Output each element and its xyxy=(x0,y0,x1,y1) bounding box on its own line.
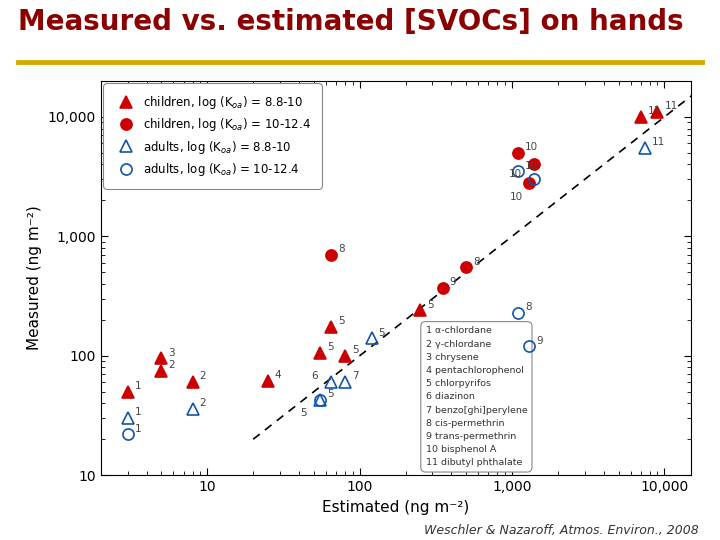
Text: 11: 11 xyxy=(652,137,665,147)
Text: 5: 5 xyxy=(427,300,434,309)
Text: 9: 9 xyxy=(449,277,456,287)
Text: 6: 6 xyxy=(312,372,318,381)
Text: 2: 2 xyxy=(199,398,206,408)
Text: 10: 10 xyxy=(509,168,523,179)
Text: 1: 1 xyxy=(135,408,141,417)
Text: 5: 5 xyxy=(338,316,345,326)
Text: 8: 8 xyxy=(473,256,480,267)
Text: 2: 2 xyxy=(199,372,206,381)
Text: 5: 5 xyxy=(301,408,307,418)
Text: 5: 5 xyxy=(327,389,333,399)
Text: 8: 8 xyxy=(338,244,345,254)
Text: 1: 1 xyxy=(135,423,141,434)
Text: 1: 1 xyxy=(135,381,141,391)
Text: 4: 4 xyxy=(275,370,282,380)
Text: 5: 5 xyxy=(379,328,385,338)
Text: 5: 5 xyxy=(352,345,359,355)
Text: 1 α-chlordane
2 γ-chlordane
3 chrysene
4 pentachlorophenol
5 chlorpyrifos
6 diaz: 1 α-chlordane 2 γ-chlordane 3 chrysene 4… xyxy=(426,326,527,467)
Text: 2: 2 xyxy=(168,360,175,370)
Text: 9: 9 xyxy=(536,335,543,346)
Y-axis label: Measured (ng m⁻²): Measured (ng m⁻²) xyxy=(27,206,42,350)
Text: 3: 3 xyxy=(168,348,175,357)
Text: Weschler & Nazaroff, Atmos. Environ., 2008: Weschler & Nazaroff, Atmos. Environ., 20… xyxy=(423,524,698,537)
Text: 11: 11 xyxy=(648,106,661,116)
Text: 10: 10 xyxy=(510,192,523,201)
Text: 10: 10 xyxy=(526,142,539,152)
Text: 10: 10 xyxy=(526,160,539,171)
Text: 8: 8 xyxy=(526,302,532,312)
Legend: children, log (K$_{oa}$) = 8.8-10, children, log (K$_{oa}$) = 10-12.4, adults, l: children, log (K$_{oa}$) = 8.8-10, child… xyxy=(107,87,318,185)
Text: 7: 7 xyxy=(352,372,359,381)
Text: 5: 5 xyxy=(327,342,333,353)
Text: 11: 11 xyxy=(665,101,678,111)
Text: Measured vs. estimated [SVOCs] on hands: Measured vs. estimated [SVOCs] on hands xyxy=(18,9,683,37)
X-axis label: Estimated (ng m⁻²): Estimated (ng m⁻²) xyxy=(323,500,469,515)
